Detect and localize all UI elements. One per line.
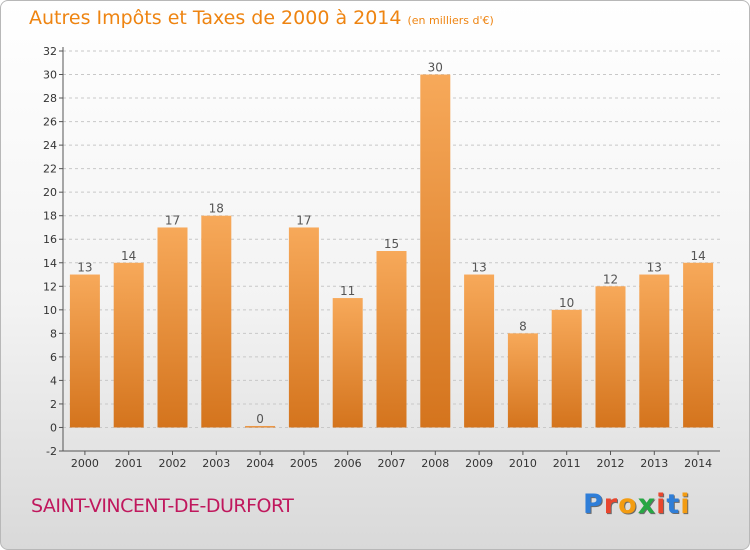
x-tick-label: 2006 xyxy=(334,457,362,470)
y-tick-label: 24 xyxy=(43,139,57,152)
y-tick-label: 16 xyxy=(43,233,57,246)
bar xyxy=(332,298,363,428)
bar xyxy=(595,286,626,428)
y-tick-label: 18 xyxy=(43,210,57,223)
chart-title-block: Autres Impôts et Taxes de 2000 à 2014 (en… xyxy=(29,7,494,29)
bar xyxy=(420,74,451,428)
data-label: 12 xyxy=(603,272,618,286)
bar xyxy=(639,274,670,428)
data-label: 11 xyxy=(340,284,355,298)
y-tick-label: 26 xyxy=(43,116,57,129)
y-tick-label: 30 xyxy=(43,69,57,82)
data-label: 30 xyxy=(428,61,443,75)
x-tick-label: 2002 xyxy=(159,457,187,470)
y-tick-label: 20 xyxy=(43,186,57,199)
y-tick-label: 22 xyxy=(43,163,57,176)
x-tick-label: 2014 xyxy=(684,457,712,470)
x-tick-label: 2008 xyxy=(421,457,449,470)
logo-letter: r xyxy=(603,489,619,520)
bar xyxy=(69,274,100,428)
x-tick-label: 2007 xyxy=(378,457,406,470)
bar xyxy=(507,333,538,428)
bar xyxy=(376,251,407,428)
bar xyxy=(551,309,582,428)
data-label: 13 xyxy=(471,261,486,275)
logo-letter: P xyxy=(583,489,604,520)
logo-letter: x xyxy=(637,489,657,520)
x-tick-label: 2005 xyxy=(290,457,318,470)
data-label: 18 xyxy=(209,202,224,216)
data-label: 10 xyxy=(559,296,574,310)
y-tick-label: 2 xyxy=(50,398,57,411)
bar xyxy=(683,262,714,428)
y-tick-label: 12 xyxy=(43,280,57,293)
y-tick-label: 14 xyxy=(43,257,57,270)
y-tick-label: 6 xyxy=(50,351,57,364)
x-tick-label: 2013 xyxy=(640,457,668,470)
y-tick-label: 10 xyxy=(43,304,57,317)
bar xyxy=(113,262,144,428)
data-label: 17 xyxy=(165,213,180,227)
bar xyxy=(157,227,188,428)
proxiti-logo: Proxiti xyxy=(583,489,691,520)
x-tick-label: 2009 xyxy=(465,457,493,470)
logo-letter: i xyxy=(656,489,667,520)
y-tick-label: 28 xyxy=(43,92,57,105)
logo-letter: o xyxy=(618,489,638,520)
x-tick-label: 2003 xyxy=(202,457,230,470)
chart-title: Autres Impôts et Taxes de 2000 à 2014 xyxy=(29,7,402,29)
x-tick-label: 2012 xyxy=(597,457,625,470)
y-tick-label: -2 xyxy=(46,445,57,458)
data-label: 8 xyxy=(519,319,527,333)
data-label: 14 xyxy=(121,249,136,263)
logo-letter: i xyxy=(680,489,691,520)
data-label: 15 xyxy=(384,237,399,251)
bar xyxy=(245,425,276,428)
x-tick-label: 2001 xyxy=(115,457,143,470)
data-label: 0 xyxy=(256,412,264,426)
data-label: 14 xyxy=(690,249,705,263)
bar xyxy=(201,215,232,428)
logo-letter: t xyxy=(666,489,681,520)
x-tick-label: 2004 xyxy=(246,457,274,470)
y-tick-label: 32 xyxy=(43,45,57,58)
y-tick-label: 8 xyxy=(50,327,57,340)
x-tick-label: 2010 xyxy=(509,457,537,470)
bar xyxy=(288,227,319,428)
commune-name: SAINT-VINCENT-DE-DURFORT xyxy=(31,495,294,517)
data-label: 13 xyxy=(647,261,662,275)
y-tick-label: 4 xyxy=(50,374,57,387)
x-tick-label: 2011 xyxy=(553,457,581,470)
x-tick-label: 2000 xyxy=(71,457,99,470)
y-tick-label: 0 xyxy=(50,421,57,434)
data-label: 13 xyxy=(77,261,92,275)
bar xyxy=(464,274,495,428)
data-label: 17 xyxy=(296,213,311,227)
chart-unit: (en milliers d'€) xyxy=(407,14,494,27)
